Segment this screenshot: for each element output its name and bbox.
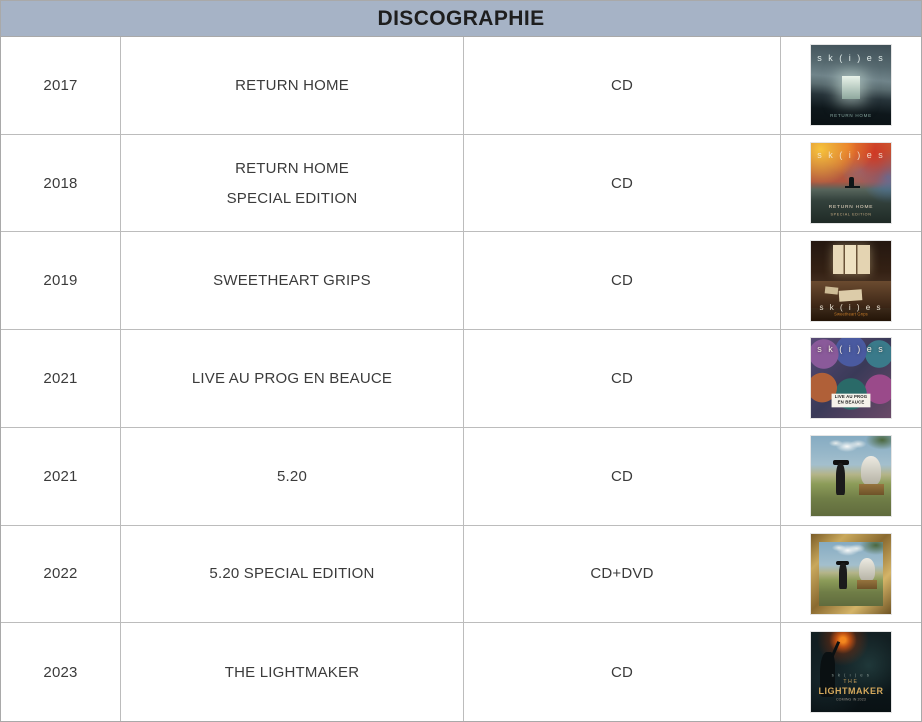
cover-band-logo: s k ( i ) e s <box>831 673 871 679</box>
cover-cell <box>781 428 921 525</box>
cover-painting-art <box>811 436 891 517</box>
cover-paper-art <box>838 288 863 302</box>
format-cell: CD <box>464 232 781 330</box>
album-cover-sweetheart-grips: s k ( i ) e s Sweetheart Grips <box>811 240 891 321</box>
album-cover-live-au-prog-en-beauce: s k ( i ) e s LIVE AU PROG EN BEAUCE <box>811 338 891 419</box>
cover-torch-arm-art <box>830 641 841 658</box>
table-row: 2022 5.20 SPECIAL EDITION CD+DVD <box>1 525 921 624</box>
format-cell: CD <box>464 427 781 525</box>
cover-caption: Sweetheart Grips <box>834 312 868 317</box>
table-row: 2023 THE LIGHTMAKER CD s k ( i ) e s THE… <box>1 623 921 721</box>
year-cell: 2021 <box>1 427 121 525</box>
cover-caption: LIGHTMAKER <box>818 686 884 697</box>
cover-figure-silhouette <box>835 462 846 495</box>
cover-band-logo: s k ( i ) e s <box>819 302 883 312</box>
cover-caption: LIVE AU PROG EN BEAUCE <box>831 394 871 408</box>
cover-band-logo: s k ( i ) e s <box>817 344 885 355</box>
table-row: 2021 5.20 CD <box>1 427 921 526</box>
album-title: 5.20 SPECIAL EDITION <box>209 565 375 583</box>
title-cell: 5.20 <box>121 427 464 525</box>
cover-text-block: s k ( i ) e s THE LIGHTMAKER COMING IN 2… <box>811 673 891 703</box>
cover-cell: s k ( i ) e s THE LIGHTMAKER COMING IN 2… <box>781 623 921 721</box>
cover-paper-art <box>824 286 839 295</box>
album-cover-the-lightmaker: s k ( i ) e s THE LIGHTMAKER COMING IN 2… <box>811 632 891 713</box>
cover-window-art <box>833 244 870 274</box>
cover-caption: RETURN HOME <box>828 204 874 210</box>
cover-subcaption: SPECIAL EDITION <box>830 213 872 217</box>
format-cell: CD <box>464 134 781 232</box>
album-title: 5.20 <box>277 467 307 485</box>
cover-cart-art <box>857 580 878 589</box>
album-title: LIVE AU PROG EN BEAUCE <box>191 369 393 387</box>
title-cell: RETURN HOME SPECIAL EDITION <box>121 134 464 232</box>
cover-subcaption: COMING IN 2023 <box>835 698 867 702</box>
cover-marble-bust <box>861 456 881 485</box>
table-row: 2019 SWEETHEART GRIPS CD s k ( i ) e s S… <box>1 232 921 331</box>
table-row: 2017 RETURN HOME CD s k ( i ) e s RETURN… <box>1 37 921 135</box>
album-cover-return-home: s k ( i ) e s RETURN HOME <box>811 45 891 126</box>
cover-bench-art <box>845 186 860 189</box>
cover-figure-silhouette <box>820 652 835 698</box>
title-cell: RETURN HOME <box>121 37 464 134</box>
cover-title-top: THE <box>843 679 859 685</box>
album-title: SWEETHEART GRIPS <box>213 272 371 290</box>
title-cell: SWEETHEART GRIPS <box>121 232 464 330</box>
cover-person-silhouette <box>849 177 854 188</box>
year-cell: 2019 <box>1 232 121 330</box>
cover-figure-hat <box>836 561 850 565</box>
cover-figure-silhouette <box>838 563 847 589</box>
year-cell: 2017 <box>1 37 121 134</box>
album-title: THE LIGHTMAKER <box>224 663 360 681</box>
cover-cell: s k ( i ) e s RETURN HOME SPECIAL EDITIO… <box>781 135 921 232</box>
cover-cart-art <box>859 484 884 495</box>
cover-marble-bust <box>859 557 875 581</box>
album-title: RETURN HOME <box>235 159 349 177</box>
cover-cell: s k ( i ) e s Sweetheart Grips <box>781 232 921 329</box>
format-cell: CD <box>464 330 781 427</box>
cover-cell <box>781 526 921 623</box>
album-cover-return-home-special-edition: s k ( i ) e s RETURN HOME SPECIAL EDITIO… <box>811 143 891 224</box>
cover-band-logo: s k ( i ) e s <box>817 53 885 64</box>
title-cell: THE LIGHTMAKER <box>121 623 464 721</box>
table-row: 2021 LIVE AU PROG EN BEAUCE CD s k ( i )… <box>1 330 921 428</box>
year-cell: 2018 <box>1 134 121 232</box>
table-title: DISCOGRAPHIE <box>377 6 545 30</box>
title-cell: 5.20 SPECIAL EDITION <box>121 525 464 623</box>
cover-door-art <box>842 75 860 99</box>
cover-framed-painting-art <box>819 541 883 606</box>
format-cell: CD+DVD <box>464 525 781 623</box>
table-row: 2018 RETURN HOME SPECIAL EDITION CD s k … <box>1 134 921 233</box>
album-cover-5-20-special-edition <box>811 533 891 614</box>
title-cell: LIVE AU PROG EN BEAUCE <box>121 330 464 427</box>
album-cover-5-20 <box>811 436 891 517</box>
year-cell: 2021 <box>1 330 121 427</box>
cover-caption: RETURN HOME <box>830 114 872 119</box>
year-cell: 2022 <box>1 525 121 623</box>
format-cell: CD <box>464 37 781 134</box>
album-title-line2: SPECIAL EDITION <box>226 189 358 207</box>
cover-band-logo: s k ( i ) e s <box>817 150 885 161</box>
cover-cell: s k ( i ) e s LIVE AU PROG EN BEAUCE <box>781 330 921 427</box>
album-title: RETURN HOME <box>235 76 349 94</box>
format-cell: CD <box>464 623 781 721</box>
cover-cell: s k ( i ) e s RETURN HOME <box>781 37 921 134</box>
year-cell: 2023 <box>1 623 121 721</box>
table-header: DISCOGRAPHIE <box>1 1 921 37</box>
